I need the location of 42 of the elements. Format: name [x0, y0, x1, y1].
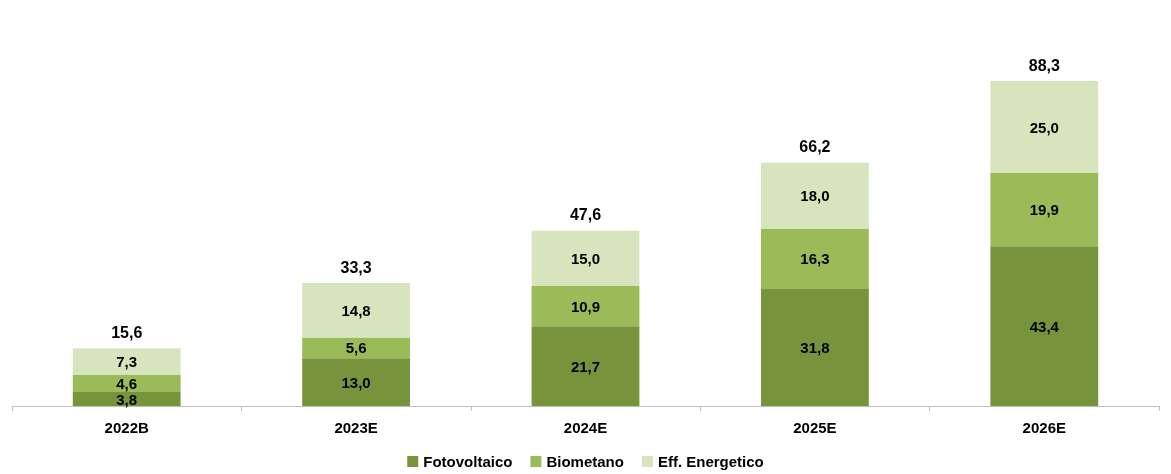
bar: [531, 326, 640, 406]
data-label: 15,0: [570, 249, 601, 267]
data-label: 43,4: [1029, 317, 1060, 335]
bar: [990, 246, 1099, 406]
bar: [72, 348, 181, 376]
legend-label: Eff. Energetico: [657, 453, 764, 470]
data-label: 13,0: [341, 373, 371, 391]
bar: [990, 81, 1099, 174]
bar: [72, 375, 181, 393]
bar: [531, 286, 640, 327]
data-label: 14,8: [341, 301, 371, 319]
data-label: 16,3: [800, 250, 830, 268]
data-label: 18,0: [800, 187, 830, 205]
bar: [302, 283, 411, 338]
data-label: 31,8: [800, 338, 830, 356]
legend-label: Fotovoltaico: [423, 453, 513, 470]
data-label: 5,6: [345, 339, 367, 357]
total-label: 66,2: [799, 138, 831, 156]
bar: [72, 392, 181, 406]
bar: [990, 173, 1099, 247]
data-label: 7,3: [116, 353, 138, 371]
bar: [531, 230, 640, 287]
x-tick-label: 2026E: [1022, 419, 1066, 436]
legend-label: Biometano: [546, 453, 624, 470]
total-label: 47,6: [569, 206, 602, 224]
bar: [302, 337, 411, 359]
total-label: 88,3: [1028, 56, 1060, 74]
data-label: 19,9: [1029, 201, 1059, 219]
bar: [760, 162, 869, 229]
data-label: 4,6: [116, 375, 138, 393]
total-label: 33,3: [340, 258, 372, 276]
data-label: 10,9: [570, 297, 601, 315]
data-label: 21,7: [570, 357, 601, 375]
x-tick-label: 2022B: [104, 419, 149, 436]
bar: [760, 288, 869, 406]
bar: [302, 358, 411, 406]
bar: [760, 228, 869, 289]
data-label: 25,0: [1029, 118, 1059, 136]
x-tick-label: 2025E: [793, 419, 837, 436]
total-label: 15,6: [111, 323, 143, 341]
x-tick-label: 2024E: [563, 419, 608, 436]
x-tick-label: 2023E: [334, 419, 378, 436]
